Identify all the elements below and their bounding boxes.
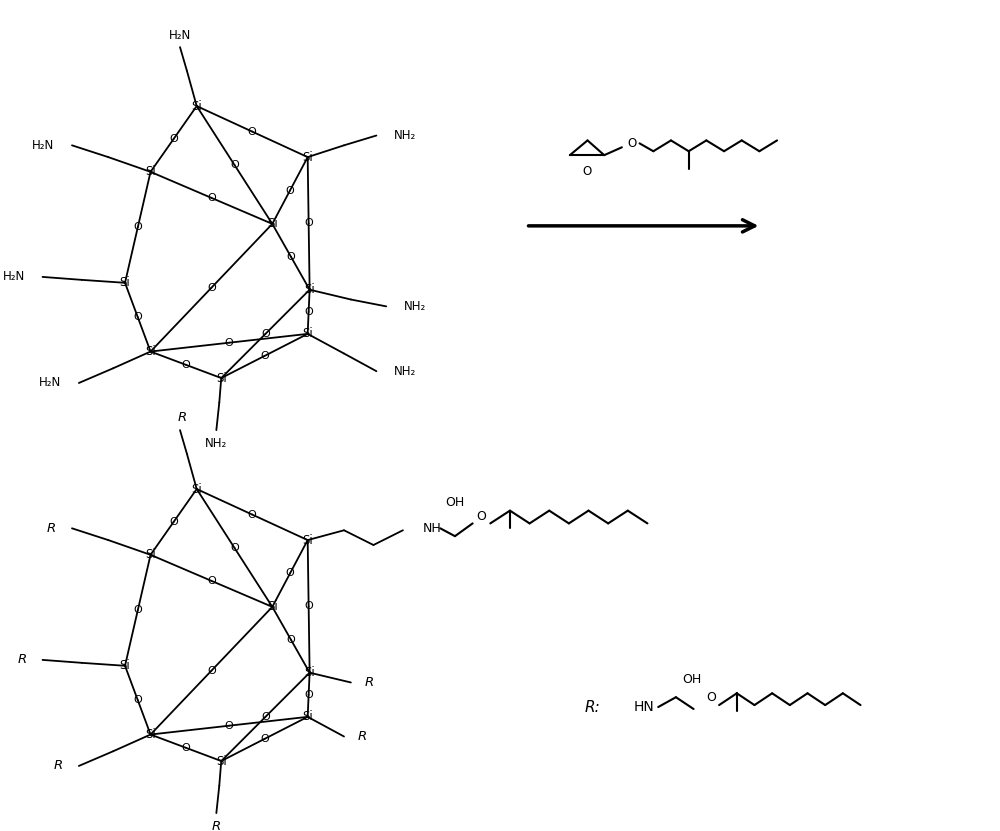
- Text: R: R: [365, 676, 374, 689]
- Text: O: O: [260, 351, 269, 361]
- Text: Si: Si: [216, 755, 227, 768]
- Text: Si: Si: [145, 728, 156, 741]
- Text: Si: Si: [302, 150, 313, 164]
- Text: H₂N: H₂N: [39, 376, 61, 390]
- Text: O: O: [304, 307, 313, 317]
- Text: O: O: [304, 602, 313, 612]
- Text: O: O: [225, 337, 233, 347]
- Text: O: O: [182, 360, 190, 370]
- Text: O: O: [304, 690, 313, 700]
- Text: Si: Si: [267, 600, 278, 613]
- Text: NH₂: NH₂: [404, 300, 426, 313]
- Text: H₂N: H₂N: [169, 29, 191, 42]
- Text: O: O: [225, 720, 233, 730]
- Text: OH: OH: [682, 673, 701, 686]
- Text: R: R: [18, 653, 27, 666]
- Text: Si: Si: [120, 277, 130, 289]
- Text: O: O: [248, 509, 257, 519]
- Text: Si: Si: [304, 283, 315, 296]
- Text: O: O: [706, 691, 716, 704]
- Text: R: R: [54, 760, 63, 773]
- Text: O: O: [133, 312, 142, 322]
- Text: O: O: [207, 193, 216, 203]
- Text: NH₂: NH₂: [394, 129, 416, 142]
- Text: O: O: [230, 160, 239, 170]
- Text: Si: Si: [120, 659, 130, 672]
- Text: R: R: [177, 411, 187, 424]
- Text: NH: NH: [423, 522, 441, 535]
- Text: O: O: [182, 743, 190, 753]
- Text: O: O: [133, 696, 142, 706]
- Text: Si: Si: [191, 483, 202, 495]
- Text: O: O: [133, 223, 142, 233]
- Text: H₂N: H₂N: [32, 139, 54, 152]
- Text: O: O: [133, 605, 142, 615]
- Text: NH₂: NH₂: [394, 365, 416, 378]
- Text: R:: R:: [585, 700, 600, 715]
- Text: O: O: [287, 252, 295, 262]
- Text: O: O: [260, 734, 269, 744]
- Text: O: O: [304, 219, 313, 229]
- Text: Si: Si: [145, 548, 156, 561]
- Text: O: O: [286, 568, 294, 578]
- Text: Si: Si: [267, 218, 278, 230]
- Text: O: O: [230, 543, 239, 553]
- Text: Si: Si: [304, 666, 315, 679]
- Text: O: O: [169, 517, 178, 527]
- Text: O: O: [287, 635, 295, 645]
- Text: Si: Si: [145, 165, 156, 179]
- Text: Si: Si: [302, 534, 313, 547]
- Text: HN: HN: [634, 700, 654, 714]
- Text: Si: Si: [302, 327, 313, 341]
- Text: R: R: [358, 730, 367, 743]
- Text: O: O: [627, 137, 636, 150]
- Text: O: O: [286, 185, 294, 195]
- Text: R: R: [47, 522, 56, 535]
- Text: Si: Si: [145, 345, 156, 358]
- Text: O: O: [207, 576, 216, 586]
- Text: H₂N: H₂N: [3, 270, 25, 283]
- Text: Si: Si: [191, 100, 202, 112]
- Text: O: O: [169, 134, 178, 144]
- Text: NH₂: NH₂: [205, 437, 227, 450]
- Text: O: O: [477, 510, 486, 523]
- Text: O: O: [248, 126, 257, 136]
- Text: O: O: [207, 283, 216, 293]
- Text: O: O: [261, 712, 270, 722]
- Text: O: O: [207, 666, 216, 676]
- Text: R: R: [212, 820, 221, 831]
- Text: O: O: [582, 165, 591, 179]
- Text: Si: Si: [302, 711, 313, 723]
- Text: Si: Si: [216, 371, 227, 385]
- Text: O: O: [261, 329, 270, 339]
- Text: OH: OH: [445, 496, 465, 509]
